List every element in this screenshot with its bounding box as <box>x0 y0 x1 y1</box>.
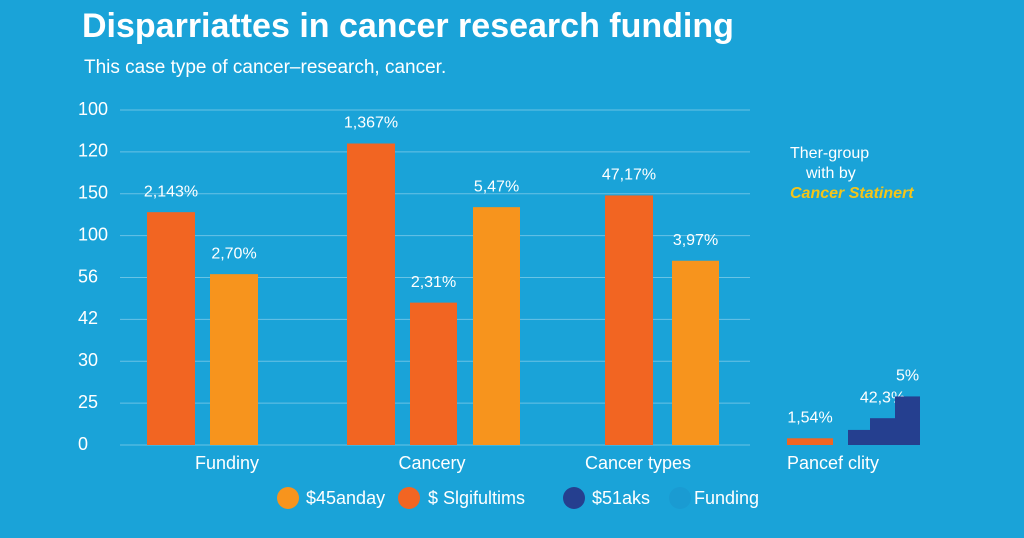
bar <box>147 212 195 445</box>
data-label: 42,3% <box>860 389 905 406</box>
legend-label: Funding <box>694 488 759 508</box>
bar <box>473 207 520 445</box>
annotation: Cancer Statinert <box>790 185 914 202</box>
chart-title: Disparriattes in cancer research funding <box>82 7 734 45</box>
bar <box>210 274 258 445</box>
annotation: with by <box>805 165 856 182</box>
y-tick-label: 0 <box>78 434 88 454</box>
data-label: 47,17% <box>602 167 656 184</box>
x-tick-label: Cancer types <box>585 453 691 473</box>
annotation: Ther-group <box>790 145 869 162</box>
legend-label: $45anday <box>306 488 385 508</box>
bar <box>870 418 895 445</box>
data-label: 3,97% <box>673 232 718 249</box>
legend-label: $51aks <box>592 488 650 508</box>
y-tick-label: 100 <box>78 99 108 119</box>
y-tick-label: 150 <box>78 183 108 203</box>
y-tick-label: 100 <box>78 224 108 244</box>
y-tick-label: 56 <box>78 266 98 286</box>
bar <box>410 302 457 445</box>
data-label: 5% <box>896 368 919 385</box>
x-tick-label: Pancef clity <box>787 453 879 473</box>
bar <box>672 260 719 445</box>
legend-swatch <box>669 487 691 509</box>
legend-swatch <box>563 487 585 509</box>
y-tick-label: 30 <box>78 350 98 370</box>
y-tick-label: 120 <box>78 141 108 161</box>
legend-swatch <box>398 487 420 509</box>
bar <box>605 195 653 445</box>
bar <box>895 396 920 445</box>
x-tick-label: Fundiny <box>195 453 259 473</box>
data-label: 2,31% <box>411 274 456 291</box>
y-tick-label: 25 <box>78 392 98 412</box>
legend-label: $ Slgifultims <box>428 488 525 508</box>
bar <box>787 438 833 445</box>
bar <box>848 429 870 445</box>
data-label: 5,47% <box>474 178 519 195</box>
data-label: 1,367% <box>344 115 398 132</box>
data-label: 2,143% <box>144 183 198 200</box>
legend-swatch <box>277 487 299 509</box>
data-label: 1,54% <box>787 410 832 427</box>
subtitle: This case type of cancer–research, cance… <box>84 57 446 78</box>
bar <box>347 143 395 445</box>
x-tick-label: Cancery <box>398 453 465 473</box>
y-tick-label: 42 <box>78 308 98 328</box>
data-label: 2,70% <box>211 245 256 262</box>
